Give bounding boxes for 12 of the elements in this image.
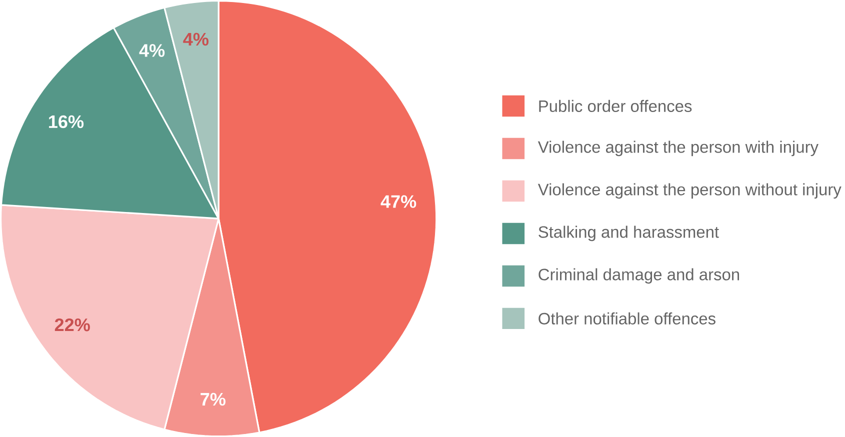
legend-label: Criminal damage and arson: [538, 268, 740, 284]
data-label: 16%: [49, 115, 84, 128]
legend-label: Other notifiable offences: [538, 312, 716, 324]
legend-label: Stalking and harassment: [538, 226, 719, 242]
legend-label: Violence against the person with injury: [538, 140, 818, 156]
data-label: 4%: [183, 32, 208, 46]
legend-label: Violence against the person without injury: [538, 183, 842, 199]
data-label: 7%: [200, 392, 226, 406]
data-label: 4%: [139, 44, 165, 57]
legend-label: Public order offences: [539, 100, 692, 112]
data-label: 47%: [380, 195, 416, 208]
data-label: 22%: [54, 318, 90, 332]
